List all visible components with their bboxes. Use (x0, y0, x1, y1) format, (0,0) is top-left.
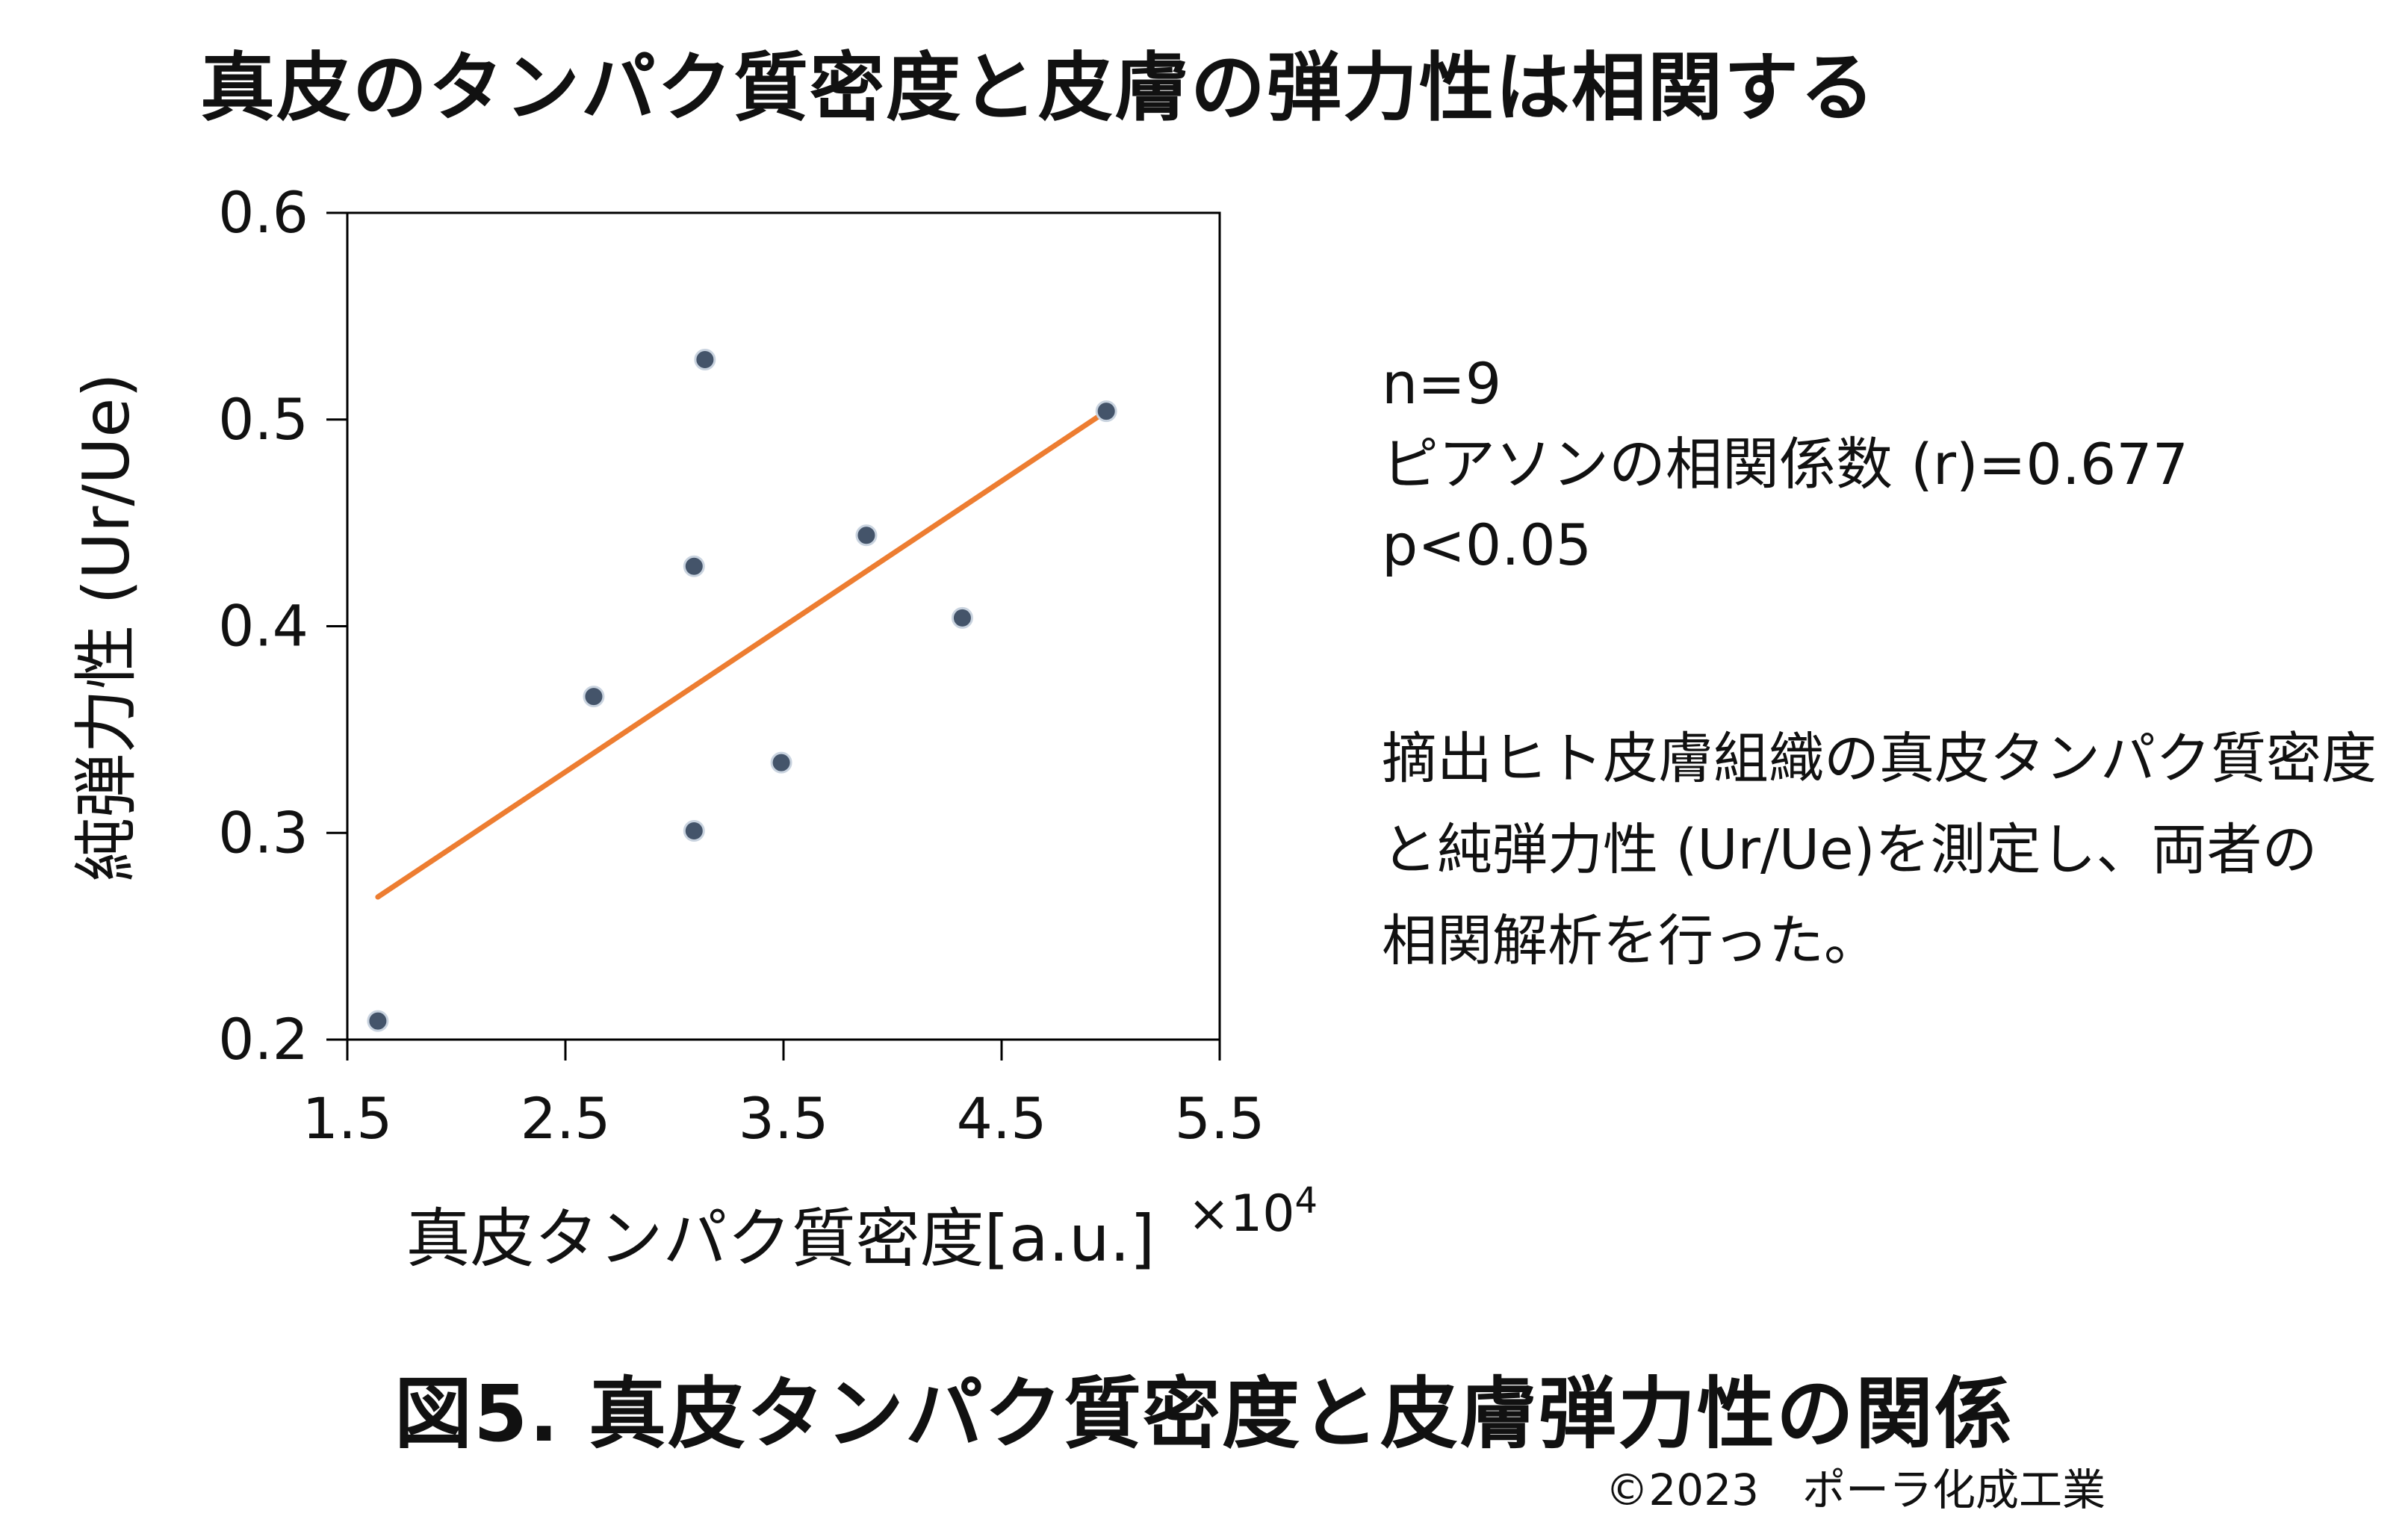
y-tick-label: 0.5 (218, 386, 308, 453)
y-tick-label: 0.3 (218, 799, 308, 866)
data-point (694, 348, 716, 370)
pearson-coefficient: ピアソンの相関係数 (r)=0.677 (1382, 431, 2188, 497)
sample-size: n=9 (1382, 350, 1502, 417)
copyright: ©2023 ポーラ化成工業 (1605, 1465, 2106, 1515)
y-tick-label: 0.2 (218, 1006, 308, 1072)
data-point (855, 524, 878, 547)
method-description: 摘出ヒト皮膚組織の真皮タンパク質密度 と純弾力性 (Ur/Ue)を測定し、両者の… (1382, 713, 2377, 987)
x-axis-label: 真皮タンパク質密度[a.u.] (406, 1202, 1155, 1276)
figure-caption: 図5. 真皮タンパク質密度と皮膚弾力性の関係 (394, 1368, 2014, 1459)
x-tick-label: 5.5 (1175, 1085, 1265, 1152)
data-point (1095, 400, 1117, 423)
data-point (951, 606, 973, 629)
data-points (367, 348, 1117, 1032)
x-tick-label: 2.5 (521, 1085, 611, 1152)
description-line: 相関解析を行った。 (1382, 909, 1879, 973)
x-tick-label: 1.5 (302, 1085, 393, 1152)
p-value: p<0.05 (1382, 512, 1592, 578)
chart-title: 真皮のタンパク質密度と皮膚の弾力性は相関する (200, 44, 1876, 131)
y-tick-label: 0.6 (218, 179, 308, 246)
y-tick-label: 0.4 (218, 593, 308, 659)
trendline (375, 409, 1109, 900)
x-tick-label: 4.5 (957, 1085, 1047, 1152)
data-point (770, 751, 792, 774)
data-point (583, 686, 605, 708)
x-tick-label: 3.5 (739, 1085, 829, 1152)
data-point (683, 819, 705, 842)
description-line: と純弾力性 (Ur/Ue)を測定し、両者の (1382, 818, 2318, 882)
y-axis-label: 純弾力性 (Ur/Ue) (69, 373, 144, 882)
x-axis-multiplier: ×104 (1188, 1180, 1318, 1243)
trendline-group (375, 409, 1109, 900)
data-point (367, 1010, 389, 1032)
description-line: 摘出ヒト皮膚組織の真皮タンパク質密度 (1382, 727, 2377, 791)
statistics-block: n=9 ピアソンの相関係数 (r)=0.677 p<0.05 (1382, 344, 2188, 586)
ticks: 0.2 0.3 0.4 0.5 0.6 1.5 2.5 3.5 4.5 5.5 (218, 179, 1264, 1152)
data-point (683, 555, 705, 577)
